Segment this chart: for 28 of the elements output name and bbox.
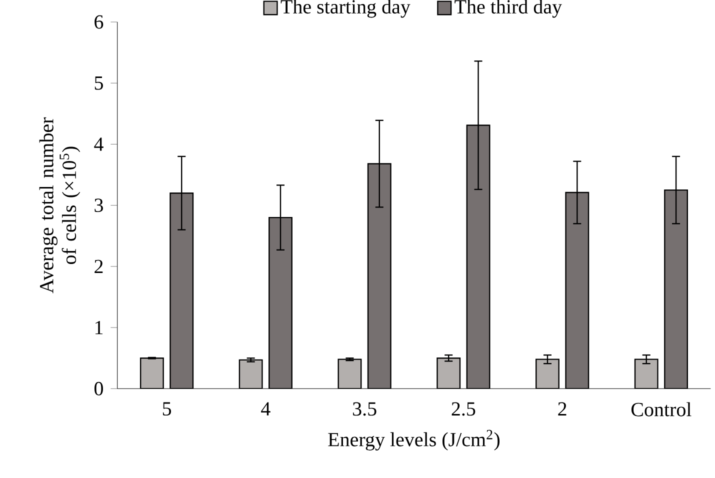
bar [536,358,560,389]
bar [466,124,490,389]
bar [238,359,263,389]
x-tick-label: 5 [162,402,172,416]
x-tick-label: 3.5 [353,402,376,416]
y-tick-label: 5 [94,76,103,90]
bar [170,192,194,389]
x-axis-title: Energy levels (J/cm$^{2}$) [328,430,500,450]
legend-label: The starting day [280,0,410,18]
legend-label: The third day [454,0,562,18]
y-tick-label: 1 [95,320,103,334]
y-tick-label: 3 [94,198,103,212]
y-tick-label: 2 [94,260,103,274]
bar [664,189,688,389]
bar [634,358,658,389]
bar [436,358,461,389]
bar [338,358,362,389]
bar [268,216,292,389]
x-tick-label: Control [631,402,692,416]
y-tick-label: 0 [94,382,103,396]
y-tick-label: 4 [94,138,104,151]
x-tick-label: 4 [261,402,270,416]
x-tick-label: 2 [558,402,566,416]
bar [367,163,392,389]
bar [140,358,164,389]
x-tick-label: 2.5 [452,402,476,416]
bar [565,192,590,389]
y-tick-label: 6 [94,15,104,29]
